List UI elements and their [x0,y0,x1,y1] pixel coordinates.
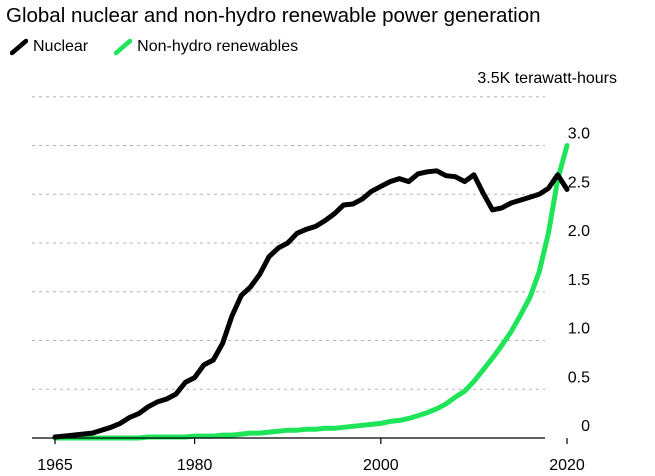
y-tick-label: 2.0 [568,223,590,240]
legend: Nuclear Non-hydro renewables [10,38,324,56]
legend-item-renewables: Non-hydro renewables [114,38,298,56]
renewables-swatch-icon [114,38,133,56]
x-tick-label: 2000 [363,457,399,474]
y-tick-label: 1.5 [568,272,590,289]
legend-item-nuclear: Nuclear [10,38,88,56]
x-tick-label: 1980 [177,457,213,474]
y-tick-label: 1.0 [568,321,590,338]
nuclear-swatch-icon [10,38,28,56]
y-tick-label: 0 [581,418,590,435]
x-tick-label: 1965 [37,457,73,474]
nuclear-line [52,168,570,440]
x-tick-label: 2020 [549,457,585,474]
legend-label-nuclear: Nuclear [33,38,89,55]
y-tick-label: 2.5 [568,174,590,191]
y-axis-unit-label: 3.5K terawatt-hours [477,70,617,87]
legend-label-renewables: Non-hydro renewables [137,38,299,55]
y-tick-label: 0.5 [568,369,590,386]
chart-title: Global nuclear and non-hydro renewable p… [6,4,541,27]
y-tick-label: 3.0 [568,126,590,143]
